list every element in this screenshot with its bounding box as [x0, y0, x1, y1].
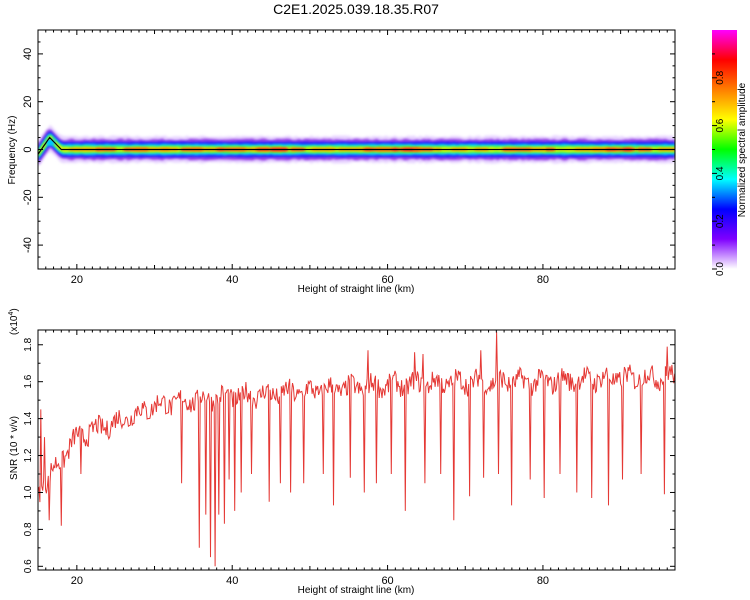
snr-y-tick-label: 1.6 [23, 374, 34, 388]
heatmap-y-tick-label: 40 [22, 48, 34, 60]
heatmap-panel: 20 40 60 80 40 20 0 -20 -40 Height of straight … [7, 29, 676, 295]
colorbar-tick-label: 0.8 [715, 70, 726, 84]
heatmap-centerline [37, 136, 675, 155]
snr-x-tick-label: 60 [381, 575, 393, 587]
heatmap-y-label: Frequency (Hz) [7, 116, 18, 185]
heatmap-x-label: Height of straight line (km) [298, 284, 415, 295]
chart-title: C2E1.2025.039.18.35.R07 [273, 1, 439, 17]
snr-y-tick-label: 1.4 [23, 411, 34, 425]
heatmap-band [38, 124, 675, 167]
snr-x-ticks: 20 40 60 80 [37, 330, 676, 587]
colorbar-ticks: 0.0 0.2 0.4 0.6 0.8 [712, 53, 726, 276]
heatmap-y-tick-label: -20 [22, 189, 34, 205]
colorbar: 0.0 0.2 0.4 0.6 0.8 Normalized spectral ampl… [712, 30, 748, 276]
heatmap-band-layer [38, 135, 675, 157]
snr-y-label: SNR (10 * v/v) [9, 416, 20, 480]
snr-y-tick-label: 1.8 [23, 337, 34, 351]
snr-scale-exp: 4 [8, 312, 15, 316]
snr-x-label: Height of straight line (km) [298, 585, 415, 596]
colorbar-tick-label: 0.4 [715, 166, 726, 180]
snr-scale-note: (x104) [8, 308, 20, 335]
colorbar-gradient [712, 30, 737, 269]
snr-y-tick-label: 1.2 [23, 448, 34, 462]
snr-y-tick-label: 0.8 [23, 522, 34, 536]
snr-y-tick-label: 0.6 [23, 559, 34, 573]
heatmap-x-ticks: 20 40 60 80 [37, 30, 676, 286]
colorbar-label: Normalized spectral amplitude [737, 82, 748, 217]
colorbar-tick-label: 0.0 [715, 262, 726, 276]
snr-x-tick-label: 40 [226, 575, 238, 587]
heatmap-x-tick-label: 20 [71, 274, 83, 286]
snr-y-ticks: 0.6 0.8 1.0 1.2 1.4 1.6 1.8 [23, 337, 675, 573]
heatmap-x-tick-label: 40 [226, 274, 238, 286]
snr-scale-close: ) [9, 308, 20, 311]
heatmap-y-tick-label: 20 [22, 96, 34, 108]
heatmap-y-tick-label: 0 [22, 146, 34, 152]
colorbar-tick-label: 0.6 [715, 118, 726, 132]
heatmap-band-layer [38, 133, 675, 160]
colorbar-tick-label: 0.2 [715, 214, 726, 228]
heatmap-y-ticks: 40 20 0 -20 -40 [22, 29, 675, 270]
snr-series-line [38, 331, 675, 567]
snr-frame [37, 329, 676, 571]
snr-panel: 20 40 60 80 0.6 0.8 1.0 1.2 1.4 1.6 1.8 Height of… [8, 308, 676, 596]
snr-y-tick-label: 1.0 [23, 485, 34, 499]
heatmap-y-tick-label: -40 [22, 237, 34, 253]
snr-scale-open: (x10 [9, 315, 20, 335]
snr-x-tick-label: 20 [71, 575, 83, 587]
heatmap-x-tick-label: 60 [381, 274, 393, 286]
snr-x-tick-label: 80 [537, 575, 549, 587]
heatmap-x-tick-label: 80 [537, 274, 549, 286]
